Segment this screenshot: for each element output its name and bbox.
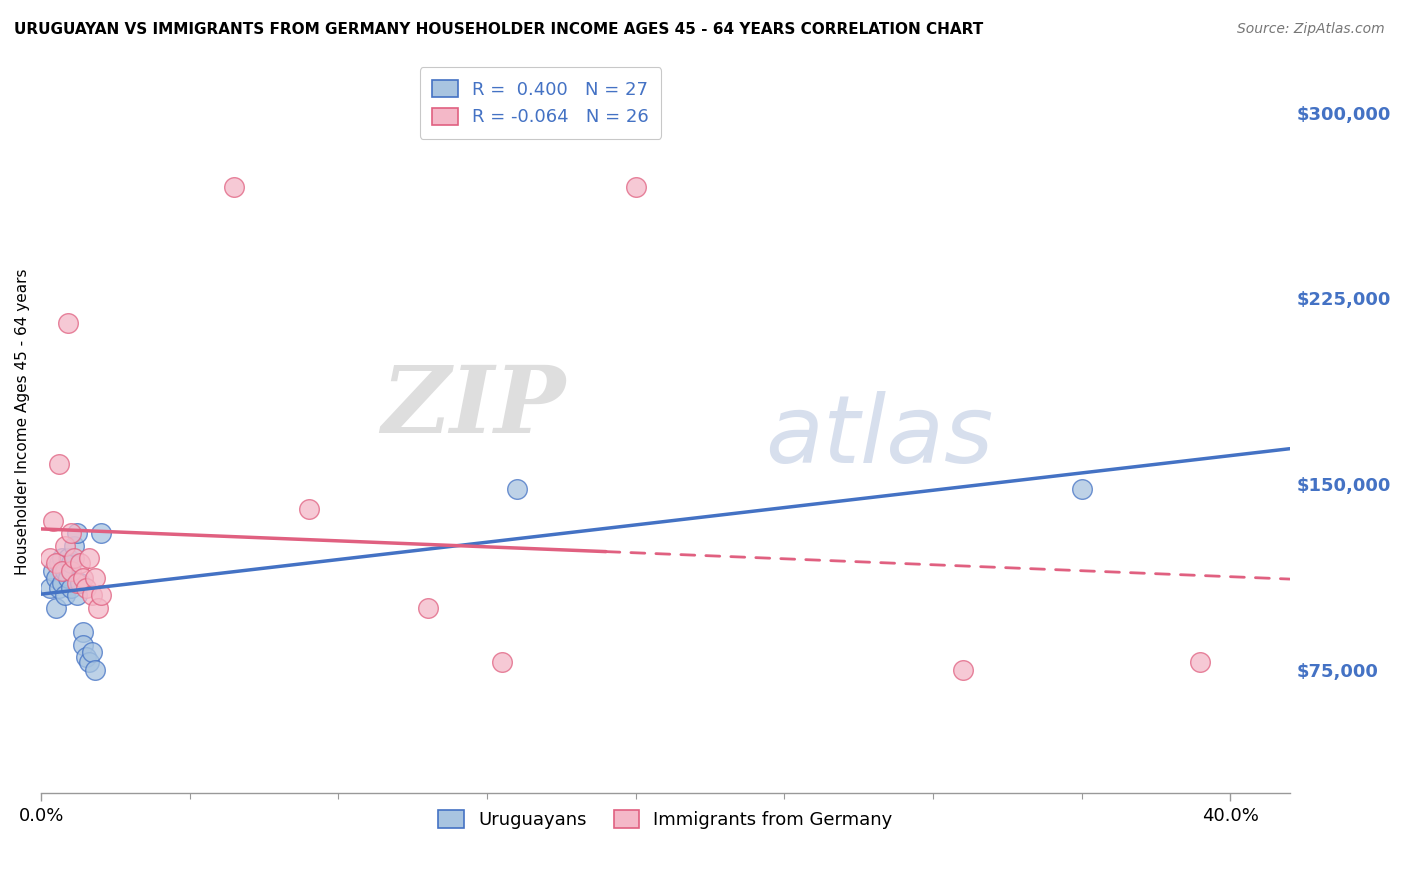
Point xyxy=(53,564,76,578)
Point xyxy=(90,526,112,541)
Point xyxy=(416,600,439,615)
Point xyxy=(83,571,105,585)
Point xyxy=(56,316,79,330)
Point xyxy=(56,571,79,585)
Point xyxy=(77,551,100,566)
Point xyxy=(66,576,89,591)
Point xyxy=(39,581,62,595)
Point xyxy=(42,514,65,528)
Point xyxy=(75,650,97,665)
Point xyxy=(224,179,246,194)
Text: atlas: atlas xyxy=(765,392,994,483)
Point xyxy=(53,588,76,602)
Point xyxy=(51,576,73,591)
Point xyxy=(59,526,82,541)
Point xyxy=(83,663,105,677)
Point xyxy=(59,581,82,595)
Text: Source: ZipAtlas.com: Source: ZipAtlas.com xyxy=(1237,22,1385,37)
Y-axis label: Householder Income Ages 45 - 64 years: Householder Income Ages 45 - 64 years xyxy=(15,268,30,575)
Point xyxy=(51,564,73,578)
Point xyxy=(80,645,103,659)
Point xyxy=(952,663,974,677)
Point xyxy=(59,564,82,578)
Point xyxy=(72,638,94,652)
Text: ZIP: ZIP xyxy=(381,362,565,452)
Point xyxy=(69,556,91,570)
Point xyxy=(45,600,67,615)
Point xyxy=(75,581,97,595)
Point xyxy=(66,526,89,541)
Point xyxy=(1189,655,1212,669)
Point xyxy=(42,564,65,578)
Point xyxy=(491,655,513,669)
Point xyxy=(56,551,79,566)
Point xyxy=(51,551,73,566)
Point xyxy=(39,551,62,566)
Point xyxy=(45,556,67,570)
Point xyxy=(45,571,67,585)
Point xyxy=(506,482,529,496)
Point xyxy=(90,588,112,602)
Point xyxy=(48,581,70,595)
Point xyxy=(48,457,70,471)
Point xyxy=(77,655,100,669)
Point xyxy=(624,179,647,194)
Point xyxy=(53,539,76,553)
Point xyxy=(48,556,70,570)
Point xyxy=(59,556,82,570)
Point xyxy=(66,588,89,602)
Point xyxy=(72,571,94,585)
Point xyxy=(1070,482,1092,496)
Text: URUGUAYAN VS IMMIGRANTS FROM GERMANY HOUSEHOLDER INCOME AGES 45 - 64 YEARS CORRE: URUGUAYAN VS IMMIGRANTS FROM GERMANY HOU… xyxy=(14,22,983,37)
Point xyxy=(62,539,84,553)
Point xyxy=(69,576,91,591)
Point xyxy=(62,551,84,566)
Point xyxy=(298,501,321,516)
Point xyxy=(80,588,103,602)
Legend: Uruguayans, Immigrants from Germany: Uruguayans, Immigrants from Germany xyxy=(432,803,900,837)
Point xyxy=(86,600,108,615)
Point xyxy=(72,625,94,640)
